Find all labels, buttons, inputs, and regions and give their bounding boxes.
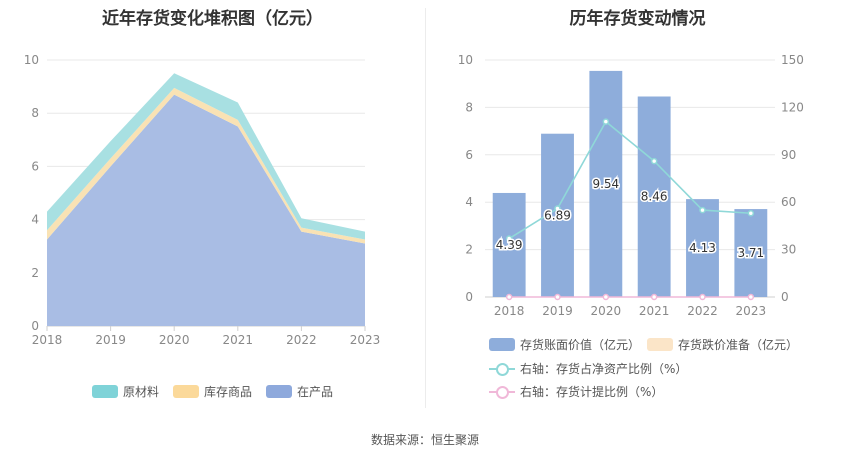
bar-data-label-2019: 6.89 bbox=[544, 208, 571, 222]
y-left-tick-label-0: 0 bbox=[465, 290, 473, 304]
panel-divider bbox=[425, 8, 426, 408]
legend-label-raw-materials[interactable]: 原材料 bbox=[123, 385, 160, 399]
x-tick-label-2019: 2019 bbox=[95, 333, 126, 347]
x-tick-label-2018: 2018 bbox=[494, 304, 525, 318]
x-tick-label-2021: 2021 bbox=[639, 304, 670, 318]
line-point-1-2022 bbox=[699, 293, 706, 301]
line-point-0-2020 bbox=[602, 118, 610, 125]
inventory-change-panel: 历年存货变动情况 0 2 4 6 8 10 0 30 60 90 120 150 2018 2019 202… bbox=[425, 0, 850, 420]
legend-label-provision-ratio: 右轴：存货计提比例（%） bbox=[520, 385, 664, 399]
data-source-caption: 数据来源：恒生聚源 bbox=[370, 433, 479, 447]
line-point-1-2019 bbox=[554, 293, 561, 301]
bar-data-label-2023: 3.71 bbox=[737, 246, 764, 260]
inventory-stacked-area-panel: 近年存货变化堆积图（亿元） 0 2 4 6 8 10 2018 2019 2020 2021 202… bbox=[0, 0, 425, 420]
line-point-0-2022 bbox=[699, 206, 706, 214]
bar-line-combo-chart: 0 2 4 6 8 10 0 30 60 90 120 150 2018 2019 2020 2021 2022… bbox=[458, 53, 804, 318]
y-left-tick-label-8: 8 bbox=[465, 100, 473, 114]
bar-book-value-2020 bbox=[589, 70, 623, 297]
legend-swatch-book-value bbox=[489, 338, 515, 351]
bar-data-label-2020: 9.54 bbox=[592, 177, 619, 191]
line-point-0-2023 bbox=[747, 210, 755, 217]
y-tick-label-10: 10 bbox=[24, 53, 39, 67]
bar-book-value-2018 bbox=[492, 192, 526, 297]
legend-swatch-raw-materials bbox=[92, 385, 118, 398]
legend-swatch-work-in-progress bbox=[266, 385, 293, 398]
y-right-tick-label-120: 120 bbox=[781, 100, 804, 114]
x-tick-label-2023: 2023 bbox=[350, 333, 381, 347]
y-left-tick-label-4: 4 bbox=[465, 195, 473, 209]
legend-label-work-in-progress[interactable]: 在产品 bbox=[297, 385, 334, 399]
line-point-1-2018 bbox=[505, 293, 513, 301]
left-chart-title: 近年存货变化堆积图（亿元） bbox=[102, 9, 323, 29]
line-point-0-2021 bbox=[650, 157, 658, 165]
x-tick-label-2023: 2023 bbox=[736, 304, 767, 318]
x-tick-label-2019: 2019 bbox=[542, 304, 573, 318]
line-series-0 bbox=[508, 120, 751, 240]
legend-item-impairment[interactable]: 存货跌价准备（亿元） bbox=[647, 336, 798, 353]
y-tick-label-2: 2 bbox=[31, 266, 39, 280]
y-tick-label-0: 0 bbox=[31, 319, 39, 333]
bar-data-label-2018: 4.39 bbox=[496, 238, 523, 252]
left-legend: 原材料 库存商品 在产品 bbox=[92, 383, 333, 400]
y-right-tick-label-0: 0 bbox=[781, 290, 789, 304]
legend-item-net-asset-ratio[interactable]: 右轴：存货占净资产比例（%） bbox=[489, 360, 687, 377]
y-right-tick-label-90: 90 bbox=[781, 148, 796, 162]
legend-symbol-provision-ratio bbox=[489, 385, 515, 399]
legend-symbol-net-asset-ratio bbox=[489, 362, 515, 376]
y-tick-label-8: 8 bbox=[31, 106, 39, 120]
x-tick-label-2022: 2022 bbox=[687, 304, 718, 318]
line-point-0-2018 bbox=[505, 235, 513, 242]
y-right-tick-label-150: 150 bbox=[781, 53, 804, 67]
y-left-tick-label-10: 10 bbox=[458, 53, 473, 67]
line-point-1-2021 bbox=[650, 293, 658, 301]
y-tick-label-6: 6 bbox=[31, 159, 39, 173]
y-right-tick-label-60: 60 bbox=[781, 195, 796, 209]
x-tick-label-2021: 2021 bbox=[223, 333, 254, 347]
y-tick-label-4: 4 bbox=[31, 213, 39, 227]
area-series-2 bbox=[47, 73, 365, 240]
line-point-0-2019 bbox=[554, 205, 561, 212]
bar-data-label-2022: 4.13 bbox=[689, 241, 716, 255]
legend-label-net-asset-ratio: 右轴：存货占净资产比例（%） bbox=[520, 362, 688, 376]
legend-label-impairment: 存货跌价准备（亿元） bbox=[678, 338, 799, 352]
y-right-tick-label-30: 30 bbox=[781, 243, 796, 257]
x-tick-label-2022: 2022 bbox=[286, 333, 317, 347]
legend-swatch-finished-goods bbox=[173, 385, 200, 398]
legend-item-book-value[interactable]: 存货账面价值（亿元） bbox=[489, 336, 640, 353]
legend-swatch-impairment bbox=[647, 338, 673, 351]
legend-label-book-value: 存货账面价值（亿元） bbox=[520, 338, 641, 352]
bar-book-value-2023 bbox=[734, 209, 768, 297]
legend-label-finished-goods[interactable]: 库存商品 bbox=[204, 385, 253, 399]
area-series-0 bbox=[47, 94, 365, 326]
area-series-1 bbox=[47, 87, 365, 244]
y-left-tick-label-6: 6 bbox=[465, 148, 473, 162]
x-tick-label-2020: 2020 bbox=[591, 304, 622, 318]
legend-item-provision-ratio[interactable]: 右轴：存货计提比例（%） bbox=[489, 383, 663, 400]
bar-data-label-2021: 8.46 bbox=[641, 190, 668, 204]
right-chart-title: 历年存货变动情况 bbox=[569, 9, 706, 29]
x-tick-label-2020: 2020 bbox=[159, 333, 190, 347]
stacked-area-chart: 0 2 4 6 8 10 2018 2019 2020 2021 2022 2023 bbox=[24, 53, 381, 347]
line-point-1-2023 bbox=[747, 293, 755, 301]
line-point-1-2020 bbox=[602, 293, 610, 301]
bar-book-value-2022 bbox=[686, 199, 719, 297]
x-tick-label-2018: 2018 bbox=[32, 333, 63, 347]
bar-book-value-2021 bbox=[637, 96, 671, 297]
y-left-tick-label-2: 2 bbox=[465, 243, 473, 257]
